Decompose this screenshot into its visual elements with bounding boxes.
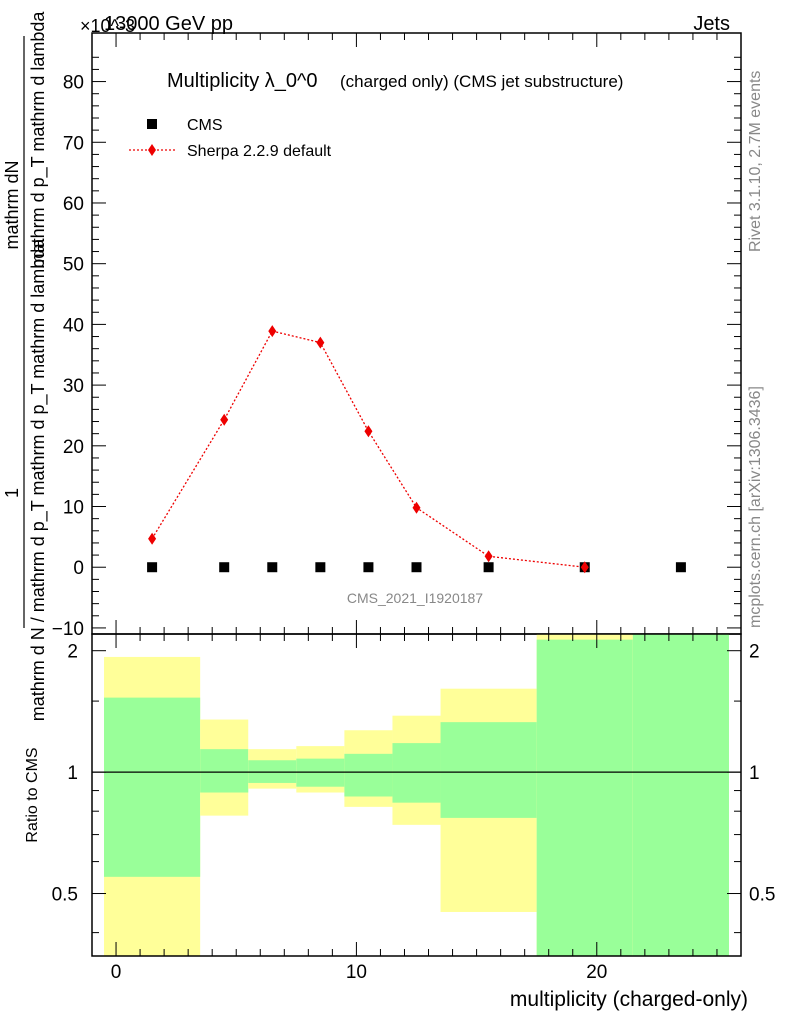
cms-point xyxy=(411,562,422,573)
ratio-green-band xyxy=(344,753,393,797)
legend-sherpa-label: Sherpa 2.2.9 default xyxy=(187,143,332,160)
cms-point xyxy=(147,562,158,573)
sherpa-point xyxy=(580,561,589,574)
ylabel-numerator: mathrm dN xyxy=(2,160,22,249)
x-axis-label: multiplicity (charged-only) xyxy=(510,988,748,1011)
ratio-y-tick-label: 1 xyxy=(67,763,78,784)
main-y-tick-label: 10 xyxy=(63,498,84,519)
cms-point xyxy=(675,562,686,573)
y-scale-exponent: ×10^-3 xyxy=(80,16,135,36)
plot-subtitle: (charged only) (CMS jet substructure) xyxy=(340,72,623,91)
ratio-bands-layer xyxy=(104,634,729,956)
ratio-y-tick-label-right: 0.5 xyxy=(749,885,775,906)
x-tick-label: 0 xyxy=(111,962,122,983)
ratio-y-tick-label: 0.5 xyxy=(52,885,78,906)
ratio-green-band xyxy=(440,722,537,818)
ylabel-top: mathrm d p_T mathrm d lambda xyxy=(28,11,49,269)
x-tick-label: 10 xyxy=(346,962,367,983)
main-y-tick-label: 40 xyxy=(63,315,84,336)
main-y-tick-label: 20 xyxy=(63,437,84,458)
sherpa-point xyxy=(220,413,229,426)
ratio-panel-frame xyxy=(91,633,742,957)
ratio-axes: 0.5 0.51 12 20 10 20 xyxy=(52,634,775,983)
ratio-y-tick-label-right: 1 xyxy=(749,763,760,784)
main-y-tick-label: 70 xyxy=(63,133,84,154)
main-y-tick-label: 60 xyxy=(63,194,84,215)
main-y-tick-label: 80 xyxy=(63,73,84,94)
ratio-green-band xyxy=(200,749,249,793)
sherpa-line xyxy=(151,330,585,568)
main-axes: −10 0 10 20 30 40 50 60 70 80 xyxy=(52,33,741,640)
legend-cms-label: CMS xyxy=(187,117,223,134)
ratio-green-band xyxy=(632,634,729,956)
ratio-green-band xyxy=(536,639,633,956)
ratio-y-tick-label-right: 2 xyxy=(749,642,760,663)
watermark: CMS_2021_I1920187 xyxy=(347,590,483,606)
main-y-tick-label: 0 xyxy=(73,558,84,579)
legend: CMS Sherpa 2.2.9 default xyxy=(129,117,332,160)
cms-point xyxy=(267,562,278,573)
sherpa-point xyxy=(316,336,325,349)
plot-title: Multiplicity λ_0^0 xyxy=(167,70,318,92)
sherpa-point xyxy=(148,532,157,545)
cms-point xyxy=(483,562,494,573)
legend-sherpa-marker xyxy=(148,144,156,156)
main-y-tick-label: 30 xyxy=(63,376,84,397)
main-y-tick-label: −10 xyxy=(52,619,84,640)
legend-cms-marker xyxy=(147,119,157,129)
ylabel-one: 1 xyxy=(2,488,22,498)
cms-point xyxy=(219,562,230,573)
ylabel-denominator: mathrm d N / mathrm d p_T mathrm d p_T m… xyxy=(28,238,49,721)
process-label: Jets xyxy=(693,13,730,35)
sherpa-point xyxy=(412,501,421,514)
sherpa-point xyxy=(268,325,277,338)
ratio-y-tick-label: 2 xyxy=(67,642,78,663)
cms-point xyxy=(363,562,374,573)
ratio-green-band xyxy=(392,743,441,803)
sherpa-point xyxy=(364,425,373,438)
main-y-tick-label: 50 xyxy=(63,255,84,276)
x-tick-label: 20 xyxy=(586,962,607,983)
ratio-green-band xyxy=(104,697,201,877)
rivet-label: Rivet 3.1.10, 2.7M events xyxy=(747,71,764,252)
main-data-layer xyxy=(147,325,686,574)
mcplots-label: mcplots.cern.ch [arXiv:1306.3436] xyxy=(747,386,764,628)
ratio-y-label: Ratio to CMS xyxy=(24,747,41,842)
energy-label: 13000 GeV pp xyxy=(104,13,233,35)
main-y-axis-label: mathrm dN mathrm d p_T mathrm d lambda 1… xyxy=(2,11,49,722)
sherpa-point xyxy=(484,550,493,563)
ratio-panel: 0.5 0.51 12 20 10 20 Ratio to CMS multiplicit… xyxy=(24,633,775,1011)
cms-point xyxy=(315,562,326,573)
